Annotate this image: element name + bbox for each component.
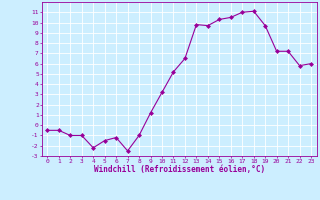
X-axis label: Windchill (Refroidissement éolien,°C): Windchill (Refroidissement éolien,°C) bbox=[94, 165, 265, 174]
